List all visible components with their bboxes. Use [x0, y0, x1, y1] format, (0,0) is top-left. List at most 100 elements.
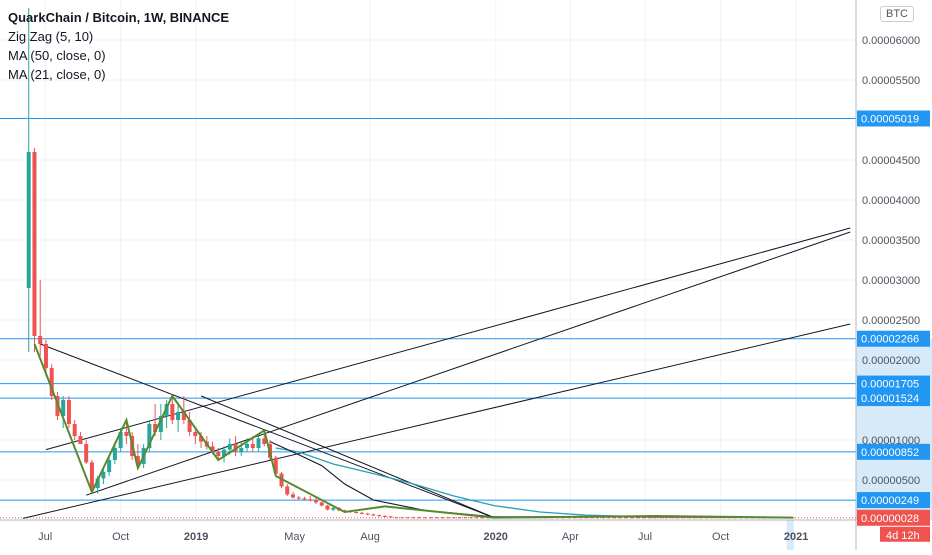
candle-body — [595, 517, 599, 519]
candle-body — [388, 516, 393, 518]
candle-body — [670, 517, 674, 519]
time-axis-labels: Jul Oct 2019 May Aug 2020 Apr Jul Oct 2021 — [38, 531, 808, 543]
candle-body — [664, 517, 668, 519]
time-axis-highlight — [786, 520, 794, 550]
candle-body — [66, 400, 71, 424]
indicator-ma21[interactable]: MA (21, close, 0) — [8, 67, 106, 82]
candle-body — [406, 517, 410, 519]
candle-body — [285, 486, 290, 495]
time-tick-label: Apr — [562, 531, 579, 543]
currency-badge[interactable]: BTC — [880, 6, 914, 22]
candle-body — [641, 517, 645, 519]
price-tick-label: 0.00004500 — [862, 155, 920, 167]
candle-body — [245, 444, 250, 448]
time-tick-label: 2020 — [483, 531, 507, 543]
candle-body — [469, 517, 473, 519]
candle-body — [158, 416, 163, 432]
candle-body — [250, 444, 255, 448]
level-badge-label: 0.00002266 — [861, 334, 919, 346]
price-axis-highlight — [856, 338, 932, 520]
candle-body — [325, 505, 330, 510]
candle-body — [170, 404, 175, 420]
time-tick-label: 2021 — [784, 531, 808, 543]
symbol-title[interactable]: QuarkChain / Bitcoin, 1W, BINANCE — [8, 10, 230, 25]
trendline — [40, 343, 495, 519]
candle-body — [72, 424, 77, 436]
axes — [0, 0, 857, 550]
level-badge-label: 0.00001524 — [861, 393, 919, 405]
level-badge-label: 0.00000852 — [861, 447, 919, 459]
candle-body — [296, 497, 301, 499]
candle-body — [647, 517, 651, 519]
candle-body — [377, 515, 382, 517]
candle-body — [101, 472, 106, 479]
candle-body — [61, 400, 66, 416]
candle-body — [359, 512, 364, 514]
candle-body — [26, 152, 31, 288]
level-badge — [857, 390, 930, 407]
price-axis-labels: 0.000005000.000010000.000020000.00002500… — [862, 35, 920, 487]
candle-body — [38, 336, 43, 344]
candle-body — [682, 517, 686, 519]
countdown-label: 4d 12h — [886, 530, 920, 542]
candle-body — [153, 424, 158, 432]
candle-body — [176, 412, 181, 420]
candle-body — [135, 456, 140, 464]
candle-body — [32, 152, 37, 336]
candle-body — [607, 517, 611, 519]
candle-body — [147, 424, 152, 448]
candle-body — [112, 448, 117, 460]
indicator-ma50[interactable]: MA (50, close, 0) — [8, 48, 106, 63]
candle-body — [181, 412, 186, 420]
candle-body — [382, 516, 387, 517]
candle-body — [273, 457, 278, 474]
candle-body — [653, 517, 657, 519]
candle-body — [124, 432, 129, 436]
candle-body — [618, 517, 622, 519]
candle-body — [636, 517, 640, 519]
candle-body — [458, 517, 462, 519]
ma50-path — [275, 447, 793, 519]
candle-body — [463, 517, 467, 519]
candle-body — [227, 444, 232, 450]
candle-body — [659, 517, 663, 519]
candle-body — [262, 438, 267, 444]
candle-body — [601, 517, 605, 519]
candle-body — [435, 517, 439, 519]
price-tick-label: 0.00003000 — [862, 275, 920, 287]
candle-body — [710, 517, 714, 519]
candle-body — [118, 432, 123, 448]
trendline — [200, 395, 495, 519]
candle-body — [290, 494, 295, 498]
candle-body — [210, 446, 215, 452]
level-badge — [857, 375, 930, 392]
price-tick-label: 0.00000500 — [862, 475, 920, 487]
time-tick-label: Oct — [112, 531, 129, 543]
ma50-line — [275, 447, 793, 519]
candle-body — [331, 508, 336, 510]
candle-body — [84, 444, 89, 463]
last-price-badge — [857, 509, 930, 526]
time-tick-label: 2019 — [184, 531, 208, 543]
time-tick-label: Aug — [360, 531, 380, 543]
candle-body — [193, 432, 198, 436]
chart-legend: QuarkChain / Bitcoin, 1W, BINANCE Zig Za… — [8, 8, 229, 84]
horizontal-levels[interactable] — [0, 117, 856, 519]
candle-body — [417, 517, 421, 519]
candle-body — [354, 512, 359, 513]
level-badge — [857, 443, 930, 460]
trendline — [86, 231, 851, 496]
trendlines[interactable] — [22, 227, 851, 519]
candles — [26, 8, 795, 519]
level-badge-label: 0.00000249 — [861, 495, 919, 507]
indicator-zigzag[interactable]: Zig Zag (5, 10) — [8, 29, 94, 44]
candle-body — [475, 517, 479, 519]
candle-body — [371, 514, 376, 516]
time-tick-label: Jul — [38, 531, 52, 543]
candle-body — [452, 517, 456, 519]
price-badges[interactable]: 0.00005019 0.00002266 0.00001705 0.00001524… — [857, 110, 930, 542]
price-tick-label: 0.00002500 — [862, 315, 920, 327]
time-tick-label: Oct — [712, 531, 729, 543]
